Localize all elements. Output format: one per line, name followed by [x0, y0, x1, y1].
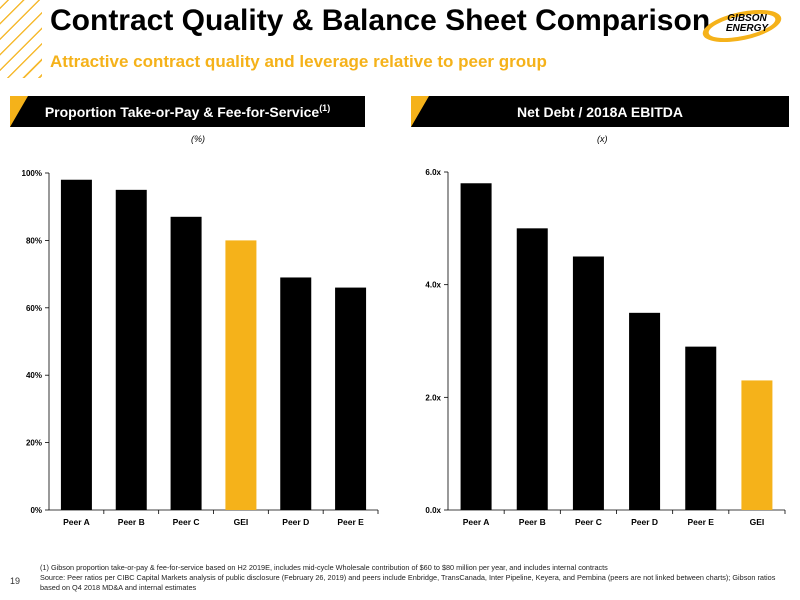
y-tick-label: 100% — [22, 169, 42, 178]
page-subtitle: Attractive contract quality and leverage… — [50, 52, 547, 71]
bar-peer-a — [60, 179, 92, 511]
bar-gei — [225, 240, 257, 510]
y-tick-label: 80% — [26, 236, 42, 245]
source-note: Source: Peer ratios per CIBC Capital Mar… — [40, 573, 776, 592]
bar-peer-c — [572, 256, 604, 510]
bar-peer-b — [115, 189, 147, 510]
x-tick-label: Peer B — [118, 517, 145, 527]
logo-text: GIBSON ENERGY — [722, 14, 772, 34]
y-tick-label: 6.0x — [425, 168, 441, 177]
y-tick-label: 0.0x — [425, 506, 441, 515]
x-tick-label: GEI — [234, 517, 249, 527]
page-number: 19 — [10, 576, 21, 586]
y-tick-label: 2.0x — [425, 393, 441, 402]
x-tick-label: Peer B — [519, 517, 546, 527]
y-tick-label: 20% — [26, 439, 42, 448]
right-panel-header: Net Debt / 2018A EBITDA — [411, 96, 789, 127]
bar-peer-e — [335, 287, 367, 510]
header-accent-tab — [411, 96, 429, 127]
left-panel-header: Proportion Take-or-Pay & Fee-for-Service… — [10, 96, 365, 127]
gibson-energy-logo — [702, 9, 782, 43]
bar-gei — [741, 380, 773, 510]
left-panel-footnote-ref: (1) — [319, 102, 331, 113]
x-tick-label: Peer D — [631, 517, 658, 527]
y-tick-label: 60% — [26, 304, 42, 313]
logo-line-2: ENERGY — [725, 23, 769, 34]
y-tick-label: 40% — [26, 371, 42, 380]
bar-peer-a — [460, 183, 492, 510]
header-accent-tab — [10, 96, 28, 127]
right-chart-unit: (x) — [597, 134, 608, 144]
x-tick-label: Peer D — [282, 517, 309, 527]
left-bar-chart: 0% 20% 40% 60% 80% 100% Peer A Peer B Peer C GEI P… — [22, 169, 379, 527]
decorative-hatch — [0, 0, 42, 78]
bar-peer-b — [516, 228, 548, 510]
x-tick-label: GEI — [750, 517, 765, 527]
bar-peer-d — [629, 312, 661, 510]
logo-line-1: GIBSON — [727, 13, 767, 24]
bar-peer-e — [685, 346, 717, 510]
x-tick-label: Peer A — [463, 517, 490, 527]
x-tick-label: Peer C — [173, 517, 200, 527]
x-tick-label: Peer E — [337, 517, 364, 527]
y-tick-label: 4.0x — [425, 281, 441, 290]
x-tick-label: Peer E — [688, 517, 715, 527]
bar-peer-c — [170, 216, 202, 510]
right-bar-chart: 0.0x 2.0x 4.0x 6.0x Peer A Peer B Peer C Peer D… — [425, 168, 786, 527]
bar-peer-d — [280, 277, 312, 510]
left-chart-unit: (%) — [191, 134, 205, 144]
page-title: Contract Quality & Balance Sheet Compari… — [50, 4, 711, 37]
footnotes: (1) Gibson proportion take-or-pay & fee-… — [40, 563, 785, 593]
y-tick-label: 0% — [30, 506, 42, 515]
x-tick-label: Peer C — [575, 517, 602, 527]
x-tick-label: Peer A — [63, 517, 90, 527]
footnote-1: (1) Gibson proportion take-or-pay & fee-… — [40, 563, 608, 572]
right-panel-title: Net Debt / 2018A EBITDA — [517, 103, 683, 120]
left-panel-title: Proportion Take-or-Pay & Fee-for-Service — [44, 103, 320, 120]
